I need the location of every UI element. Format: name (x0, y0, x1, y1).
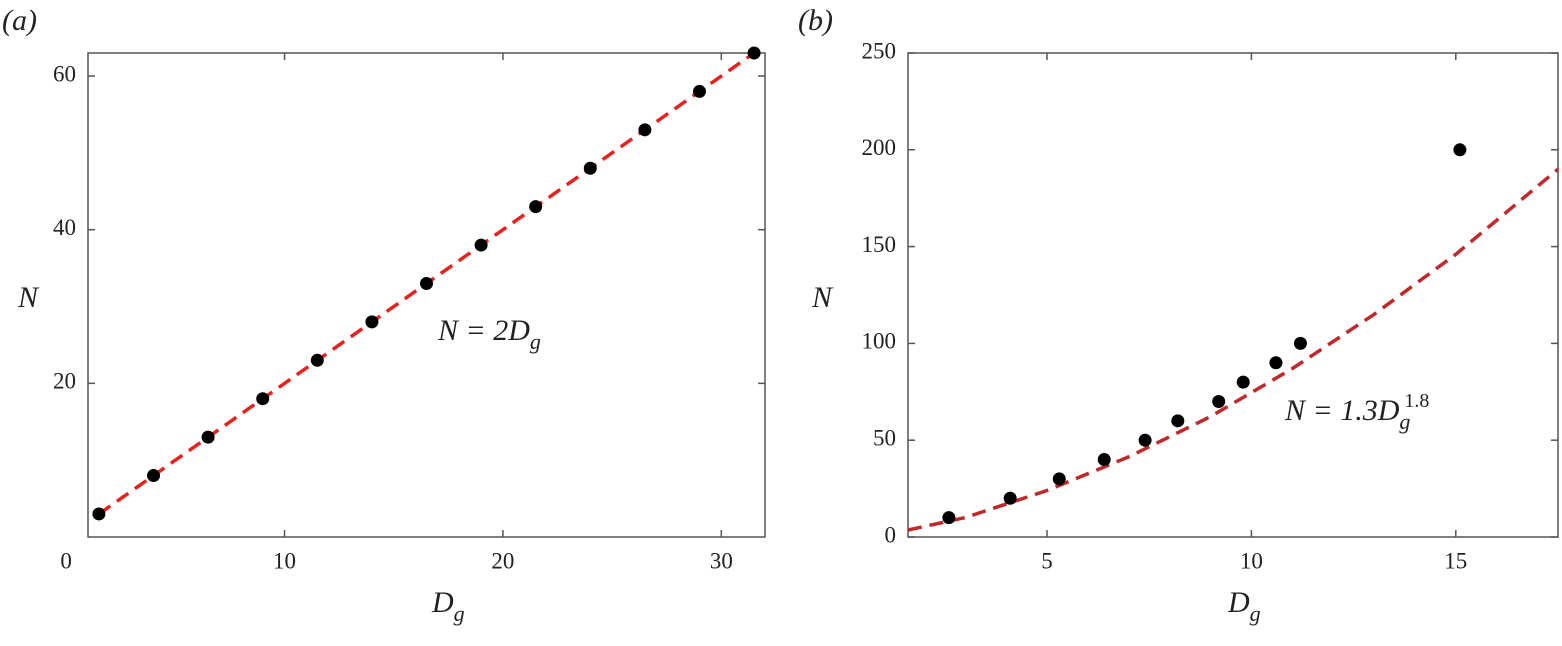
data-point (1269, 356, 1283, 370)
data-point (1212, 394, 1226, 408)
y-tick-label: 100 (862, 329, 897, 354)
data-point (692, 84, 706, 98)
y-tick-label: 250 (862, 38, 897, 63)
annotation-sub: g (530, 329, 541, 354)
y-tick-label: 50 (873, 425, 896, 450)
annotation: N = 2Dg (437, 314, 541, 354)
x-axis-label-main: D (431, 586, 454, 619)
data-point (1236, 375, 1250, 389)
x-tick-label: 5 (1041, 548, 1053, 573)
data-point (1003, 491, 1017, 505)
annotation-sup: 1.8 (1404, 390, 1429, 412)
x-tick-label: 0 (60, 548, 72, 573)
data-point (1097, 453, 1111, 467)
data-point (474, 238, 488, 252)
panel-label: (b) (798, 4, 833, 37)
data-point (529, 200, 543, 214)
data-point (942, 511, 956, 525)
plot-frame (907, 52, 1559, 538)
x-tick-label: 30 (710, 548, 733, 573)
data-point (747, 46, 761, 60)
data-point (1171, 414, 1185, 428)
data-point (583, 161, 597, 175)
data-point (201, 430, 215, 444)
data-point (1453, 143, 1467, 157)
annotation-main: N = 1.3D (1284, 394, 1400, 427)
data-point (638, 123, 652, 137)
y-axis-label: N (811, 281, 834, 314)
y-tick-label: 60 (53, 61, 76, 86)
y-tick-label: 200 (862, 135, 897, 160)
x-axis-label-sub: g (1250, 601, 1261, 626)
data-point (365, 315, 379, 329)
data-point (310, 353, 324, 367)
data-point (1293, 336, 1307, 350)
fit-line (907, 167, 1560, 532)
data-point (256, 392, 270, 406)
x-tick-label: 15 (1444, 548, 1467, 573)
x-axis-label-sub: g (454, 601, 465, 626)
x-axis-label-main: D (1227, 586, 1250, 619)
y-tick-label: 0 (885, 522, 897, 547)
y-tick-label: 150 (862, 232, 897, 257)
data-point (92, 507, 106, 521)
panel-label: (a) (2, 4, 37, 37)
annotation-main: N = 2D (437, 314, 530, 347)
x-tick-label: 10 (273, 548, 296, 573)
x-axis-label: Dg (431, 586, 465, 626)
x-tick-label: 20 (491, 548, 514, 573)
y-tick-label: 40 (53, 215, 76, 240)
data-point (420, 276, 433, 290)
y-axis-label: N (17, 281, 40, 314)
annotation: N = 1.3Dg1.8 (1284, 390, 1429, 434)
plot-frame (87, 52, 766, 538)
y-tick-label: 20 (53, 369, 76, 394)
data-point (147, 469, 161, 483)
x-tick-label: 10 (1240, 548, 1263, 573)
x-axis-label: Dg (1227, 586, 1261, 626)
data-point (1052, 472, 1066, 486)
data-point (1138, 433, 1152, 447)
annotation-sub: g (1399, 409, 1410, 434)
